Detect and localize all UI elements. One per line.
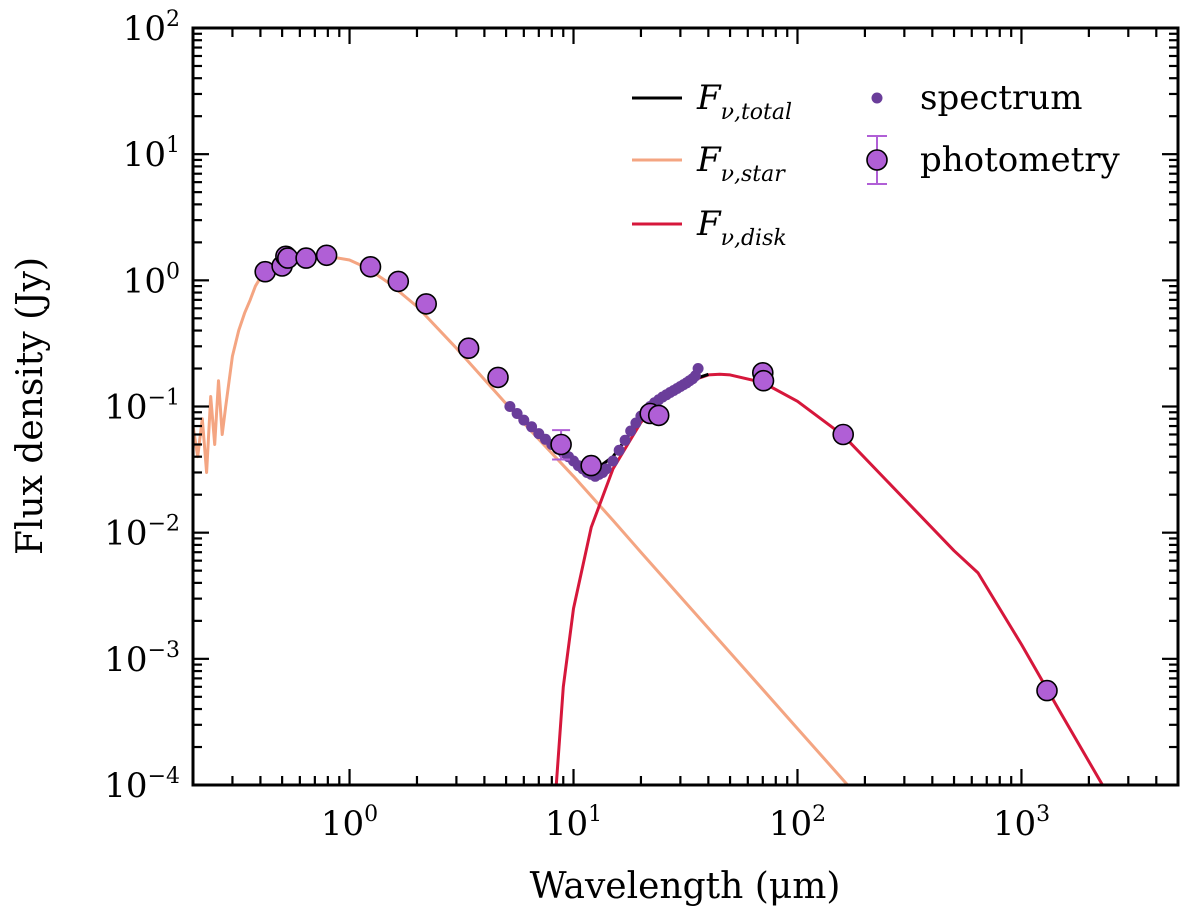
legend-label: photometry — [920, 140, 1121, 180]
x-axis-title: Wavelength (μm) — [530, 866, 841, 907]
series-line-0 — [193, 254, 850, 785]
spectrum-point — [526, 421, 538, 433]
y-tick-label: 10−3 — [104, 638, 180, 680]
spectrum-point — [504, 401, 516, 412]
photometry-point — [1036, 679, 1058, 702]
photometry-point — [647, 404, 670, 427]
legend-label: Fν,total — [696, 78, 792, 125]
photometry-point — [295, 247, 317, 269]
legend-photometry-swatch — [866, 149, 888, 171]
photometry-point — [415, 293, 438, 315]
y-tick-label: 101 — [123, 133, 180, 175]
photometry-point — [832, 423, 855, 446]
photometry-point — [752, 369, 775, 392]
y-tick-label: 102 — [123, 7, 180, 49]
y-tick-label: 10−2 — [104, 512, 180, 554]
x-tick-label: 100 — [321, 802, 378, 844]
x-tick-label: 103 — [993, 802, 1050, 844]
photometry-point — [457, 337, 480, 360]
y-tick-label: 100 — [123, 259, 180, 301]
series-line-1 — [554, 372, 1104, 785]
photometry-point — [387, 270, 410, 293]
axis-ticks — [191, 26, 1180, 787]
legend-label: Fν,star — [696, 140, 786, 187]
spectrum-point — [518, 414, 530, 426]
y-axis-title: Flux density (Jy) — [10, 257, 51, 555]
legend-label: spectrum — [920, 78, 1082, 118]
spectrum-point — [619, 434, 631, 446]
photometry-point — [315, 244, 338, 267]
spectrum-point — [511, 408, 523, 419]
spectrum-point — [625, 425, 637, 437]
spectrum-point — [607, 455, 619, 467]
photometry-point — [550, 433, 572, 456]
photometry-point — [580, 454, 603, 477]
legend-label: Fν,disk — [696, 204, 787, 251]
x-tick-label: 101 — [545, 802, 602, 844]
spectrum-point — [692, 363, 704, 374]
legend-spectrum-swatch — [871, 92, 883, 104]
y-tick-labels: 10−4 10−3 10−2 10−1 100 101 102 — [104, 7, 180, 806]
y-tick-label: 10−1 — [104, 386, 180, 428]
x-tick-label: 102 — [769, 802, 826, 844]
plot-marks — [193, 244, 1104, 785]
photometry-point — [487, 366, 509, 389]
y-tick-label: 10−4 — [104, 764, 180, 806]
photometry-point — [359, 255, 382, 278]
x-tick-labels: 100 101 102 103 — [321, 802, 1050, 844]
photometry-point — [276, 247, 299, 269]
legend: Fν,total Fν,star Fν,disk spectrum photometry — [632, 78, 1121, 251]
spectrum-point — [613, 444, 625, 456]
spectrum-point — [600, 463, 612, 475]
